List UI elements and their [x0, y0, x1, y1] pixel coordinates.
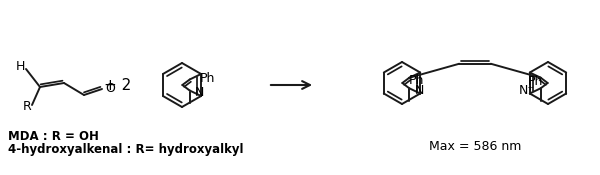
- Text: 4-hydroxyalkenal : R= hydroxyalkyl: 4-hydroxyalkenal : R= hydroxyalkyl: [8, 144, 244, 156]
- Text: + 2: + 2: [104, 78, 131, 93]
- Text: N⁺: N⁺: [519, 84, 535, 97]
- Text: H: H: [16, 61, 25, 74]
- Text: Max = 586 nm: Max = 586 nm: [429, 141, 521, 153]
- Text: Ph: Ph: [200, 72, 215, 85]
- Text: N: N: [414, 84, 424, 97]
- Text: N: N: [195, 86, 204, 99]
- Text: R: R: [23, 100, 31, 114]
- Text: Ph: Ph: [528, 75, 544, 88]
- Text: Ph: Ph: [409, 75, 424, 88]
- Text: MDA : R = OH: MDA : R = OH: [8, 131, 99, 144]
- Text: O: O: [105, 82, 115, 95]
